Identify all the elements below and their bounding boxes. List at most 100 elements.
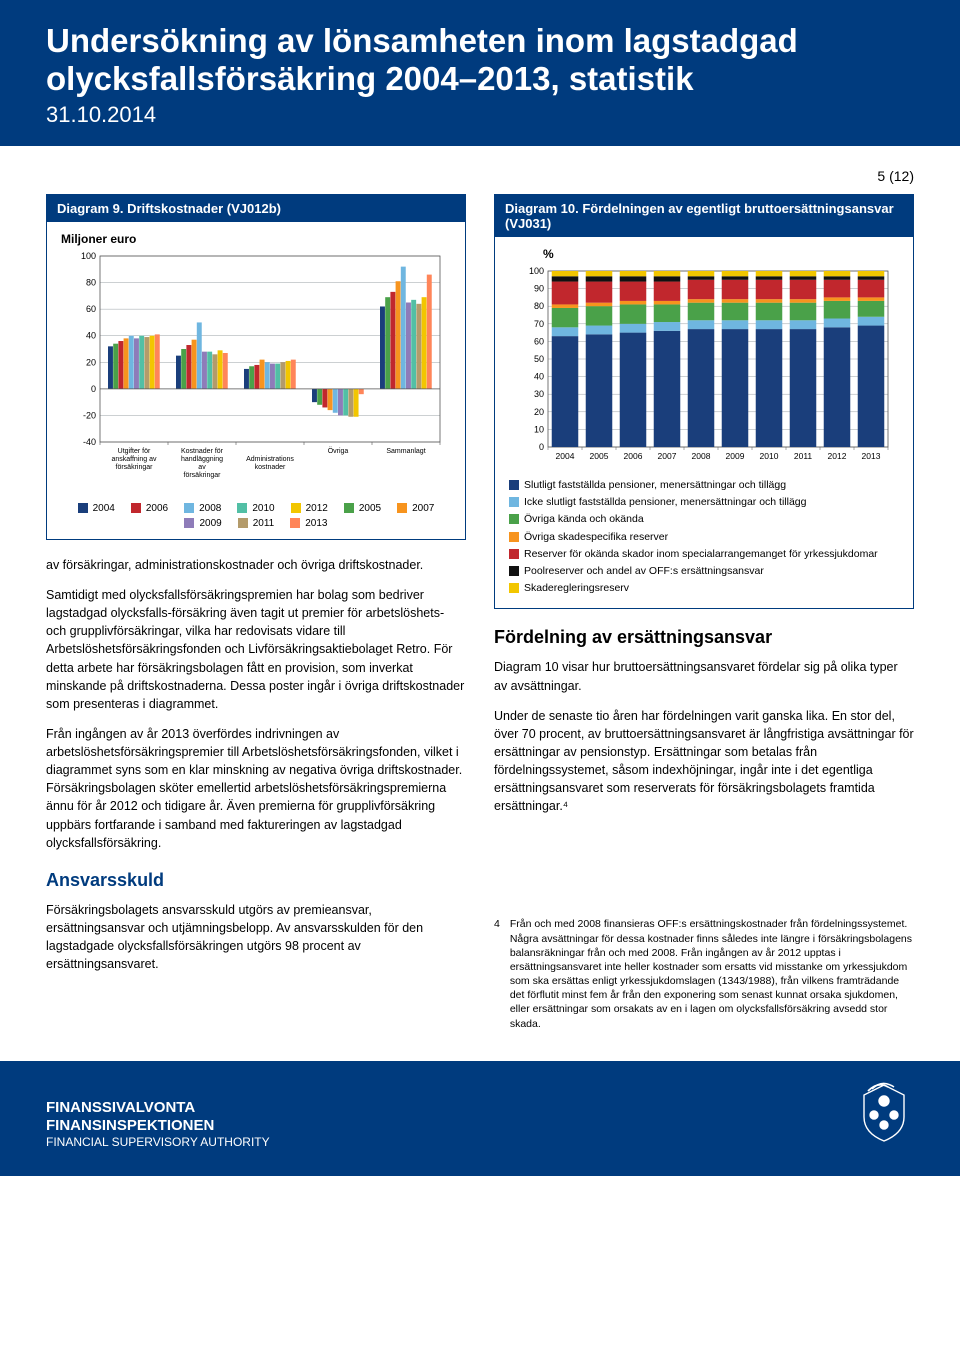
svg-text:försäkringar: försäkringar: [184, 472, 222, 479]
chart-10-body: % 01020304050607080901002004200520062007…: [495, 237, 913, 609]
legend-swatch-icon: [131, 503, 141, 513]
footnote-number: 4: [494, 917, 500, 1030]
legend-item: Skaderegleringsreserv: [509, 581, 899, 596]
svg-text:Administrations: Administrations: [246, 456, 294, 463]
svg-text:-40: -40: [83, 437, 96, 447]
svg-text:2010: 2010: [760, 451, 779, 461]
content: 5 (12) Diagram 9. Driftskostnader (VJ012…: [0, 146, 960, 1061]
legend-swatch-icon: [509, 480, 519, 490]
legend-item: 2012: [291, 503, 328, 514]
legend-label: 2013: [305, 518, 327, 529]
footer-line-1: FINANSSIVALVONTA: [46, 1099, 270, 1117]
legend-label: 2005: [359, 503, 381, 514]
legend-swatch-icon: [509, 514, 519, 524]
svg-text:anskaffning av: anskaffning av: [111, 456, 157, 463]
svg-text:2011: 2011: [794, 451, 813, 461]
legend-item: 2004: [78, 503, 115, 514]
legend-swatch-icon: [291, 503, 301, 513]
legend-swatch-icon: [238, 518, 248, 528]
svg-text:90: 90: [534, 283, 544, 293]
svg-text:100: 100: [81, 252, 96, 261]
svg-text:40: 40: [86, 331, 96, 341]
legend-item: 2010: [237, 503, 274, 514]
footnote-4: 4 Från och med 2008 finansieras OFF:s er…: [494, 917, 914, 1030]
svg-text:2006: 2006: [624, 451, 643, 461]
legend-label: 2009: [199, 518, 221, 529]
chart-10-box: Diagram 10. Fördelningen av egentligt br…: [494, 194, 914, 610]
footer-line-3: FINANCIAL SUPERVISORY AUTHORITY: [46, 1135, 270, 1149]
svg-text:40: 40: [534, 371, 544, 381]
svg-text:70: 70: [534, 319, 544, 329]
legend-swatch-icon: [184, 518, 194, 528]
svg-text:20: 20: [86, 357, 96, 367]
legend-label: 2011: [253, 518, 275, 529]
legend-item: Slutligt fastställda pensioner, menersät…: [509, 478, 899, 493]
legend-label: Skaderegleringsreserv: [524, 581, 629, 596]
legend-swatch-icon: [290, 518, 300, 528]
left-column: Diagram 9. Driftskostnader (VJ012b) Milj…: [46, 194, 466, 1031]
legend-swatch-icon: [237, 503, 247, 513]
footer-line-2: FINANSINSPEKTIONEN: [46, 1117, 270, 1135]
svg-text:2009: 2009: [726, 451, 745, 461]
svg-text:30: 30: [534, 389, 544, 399]
legend-item: 2009: [184, 518, 221, 529]
legend-item: 2007: [397, 503, 434, 514]
legend-label: 2006: [146, 503, 168, 514]
right-column: Diagram 10. Fördelningen av egentligt br…: [494, 194, 914, 1031]
right-p2: Under de senaste tio åren har fördelning…: [494, 707, 914, 816]
ansvarsskuld-heading: Ansvarsskuld: [46, 870, 466, 891]
legend-label: Poolreserver och andel av OFF:s ersättni…: [524, 564, 764, 579]
page-footer: FINANSSIVALVONTA FINANSINSPEKTIONEN FINA…: [0, 1061, 960, 1176]
left-p4: Försäkringsbolagets ansvarsskuld utgörs …: [46, 901, 466, 974]
svg-text:50: 50: [534, 354, 544, 364]
legend-label: 2012: [306, 503, 328, 514]
legend-item: Icke slutligt fastställda pensioner, men…: [509, 495, 899, 510]
legend-label: Övriga kända och okända: [524, 512, 644, 527]
legend-label: 2010: [252, 503, 274, 514]
legend-item: 2013: [290, 518, 327, 529]
page-date: 31.10.2014: [46, 102, 914, 128]
svg-text:2008: 2008: [692, 451, 711, 461]
svg-text:0: 0: [539, 442, 544, 452]
legend-item: 2008: [184, 503, 221, 514]
svg-text:2004: 2004: [556, 451, 575, 461]
svg-text:80: 80: [86, 277, 96, 287]
chart-10-legend: Slutligt fastställda pensioner, menersät…: [509, 478, 899, 597]
two-column-layout: Diagram 9. Driftskostnader (VJ012b) Milj…: [46, 194, 914, 1031]
chart-10-title: Diagram 10. Fördelningen av egentligt br…: [495, 195, 913, 237]
chart-9-subtitle: Miljoner euro: [61, 232, 451, 246]
legend-label: 2007: [412, 503, 434, 514]
footer-org-names: FINANSSIVALVONTA FINANSINSPEKTIONEN FINA…: [46, 1099, 270, 1149]
chart-10-subtitle: %: [509, 247, 899, 261]
legend-item: Övriga skadespecifika reserver: [509, 530, 899, 545]
page-header: Undersökning av lönsamheten inom lagstad…: [0, 0, 960, 146]
svg-text:-20: -20: [83, 410, 96, 420]
svg-text:Övriga: Övriga: [328, 447, 349, 455]
svg-text:2005: 2005: [590, 451, 609, 461]
legend-swatch-icon: [509, 549, 519, 559]
legend-label: 2008: [199, 503, 221, 514]
svg-text:2012: 2012: [828, 451, 847, 461]
legend-item: Övriga kända och okända: [509, 512, 899, 527]
svg-text:av: av: [198, 464, 206, 471]
right-p1: Diagram 10 visar hur bruttoersättningsan…: [494, 658, 914, 694]
svg-text:0: 0: [91, 384, 96, 394]
svg-text:Sammanlagt: Sammanlagt: [386, 448, 425, 455]
left-p2: Samtidigt med olycksfallsförsäkringsprem…: [46, 586, 466, 713]
legend-swatch-icon: [509, 532, 519, 542]
svg-text:handläggning: handläggning: [181, 456, 223, 463]
legend-swatch-icon: [78, 503, 88, 513]
chart-9-title: Diagram 9. Driftskostnader (VJ012b): [47, 195, 465, 222]
svg-text:försäkringar: försäkringar: [116, 464, 154, 471]
footer-logo-icon: [854, 1081, 914, 1150]
svg-text:kostnader: kostnader: [255, 464, 286, 471]
svg-text:20: 20: [534, 407, 544, 417]
left-p1: av försäkringar, administrationskostnade…: [46, 556, 466, 574]
chart-9-box: Diagram 9. Driftskostnader (VJ012b) Milj…: [46, 194, 466, 540]
legend-swatch-icon: [509, 583, 519, 593]
svg-text:2013: 2013: [862, 451, 881, 461]
legend-swatch-icon: [509, 497, 519, 507]
chart-9-legend: 2004 2006 2008 2010 2012 2005 2007 2009 2011 2013: [61, 503, 451, 529]
page-number: 5 (12): [46, 168, 914, 184]
svg-text:2007: 2007: [658, 451, 677, 461]
